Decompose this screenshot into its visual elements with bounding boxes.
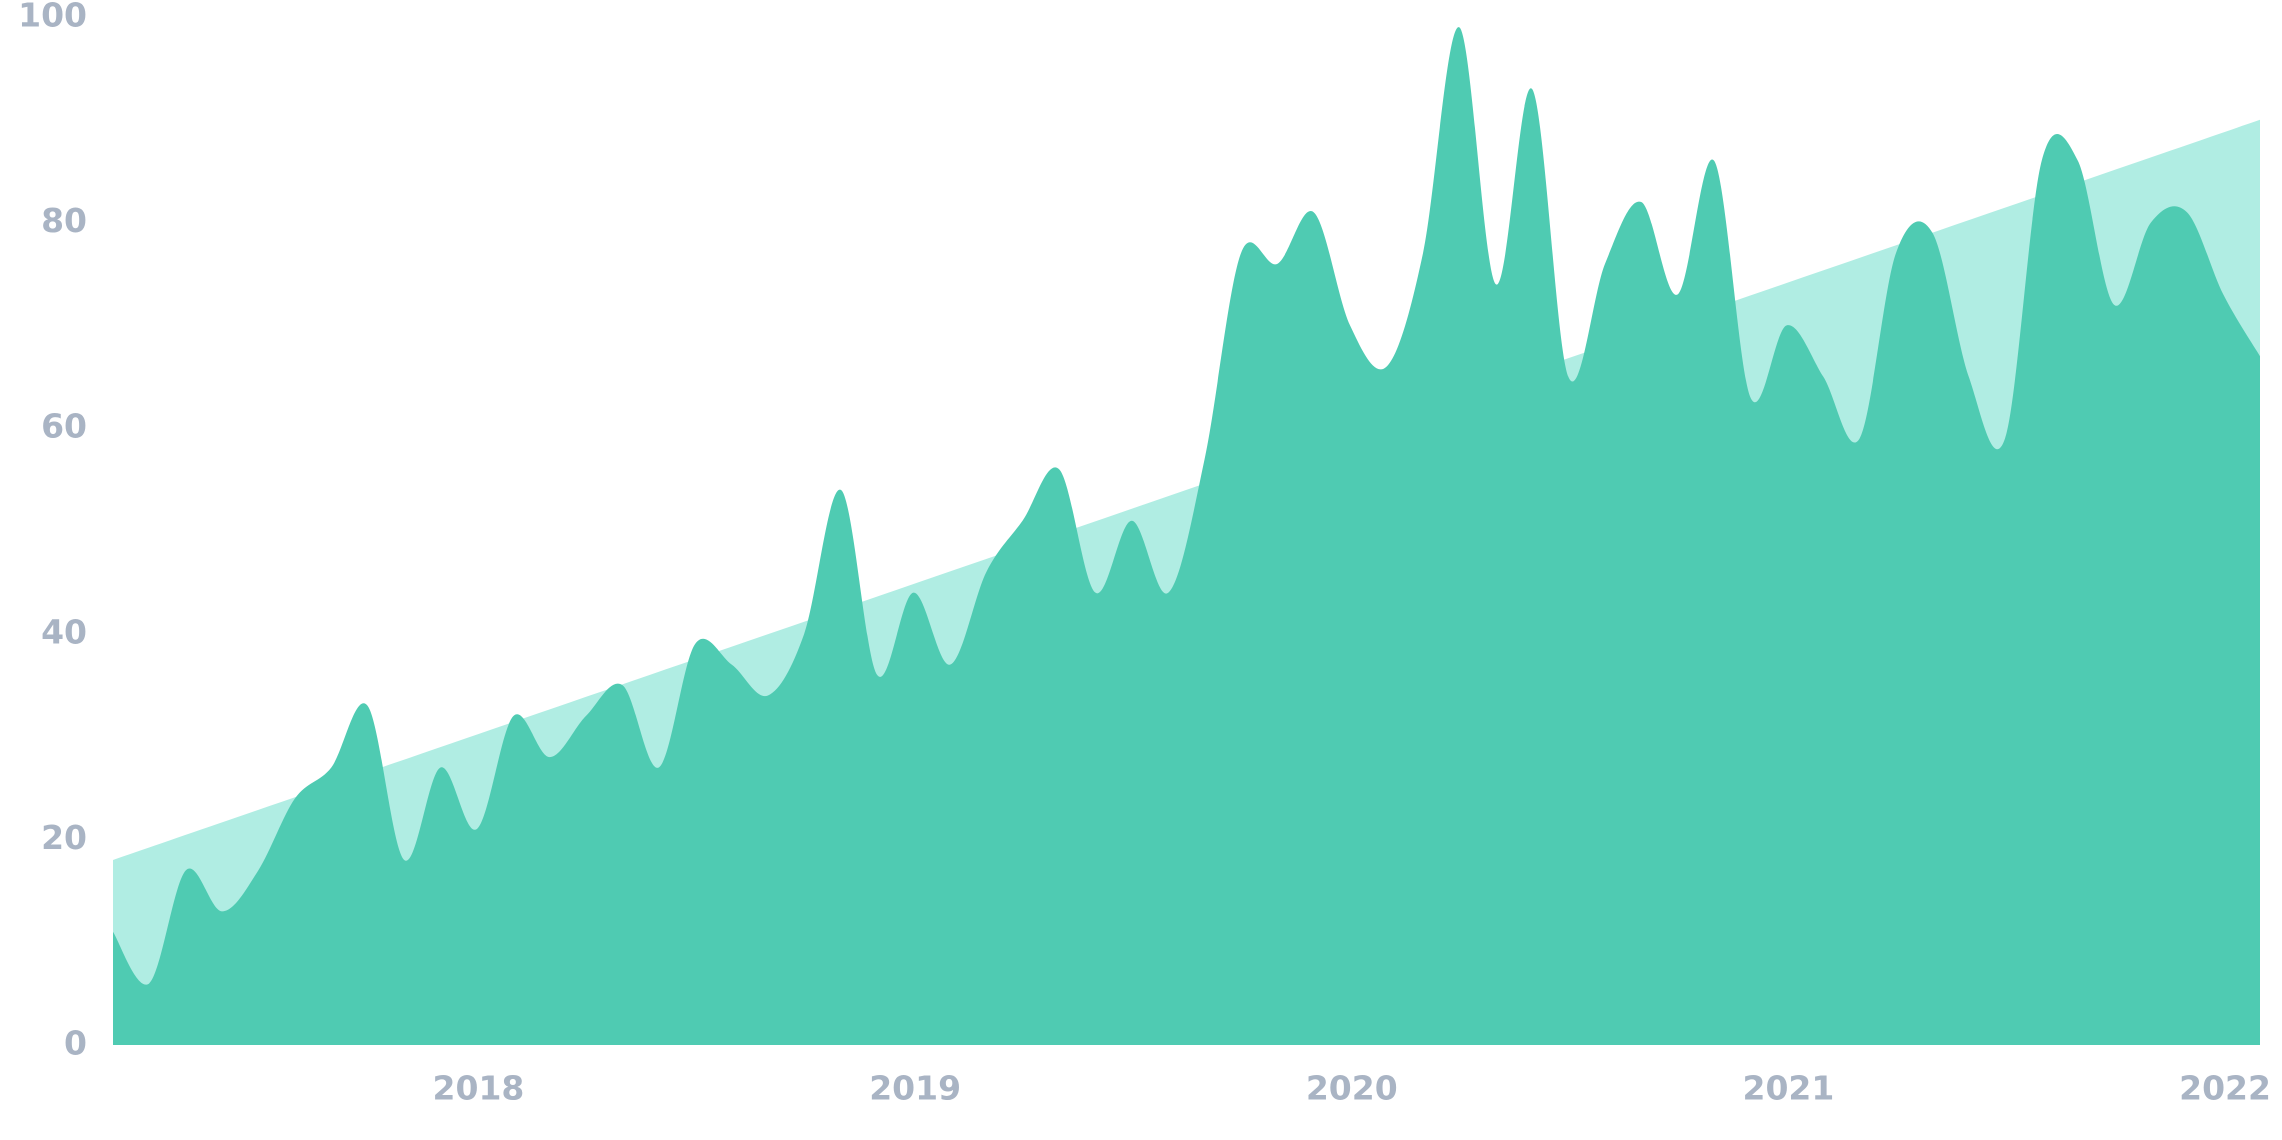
y-tick-label: 60 [41, 407, 87, 446]
x-tick-label: 2021 [1742, 1069, 1834, 1108]
x-tick-label: 2020 [1306, 1069, 1398, 1108]
y-tick-label: 100 [18, 0, 87, 35]
y-tick-label: 20 [41, 818, 87, 857]
x-tick-label: 2022 [2179, 1069, 2271, 1108]
y-tick-label: 80 [41, 201, 87, 240]
x-tick-label: 2018 [433, 1069, 525, 1108]
x-tick-label: 2019 [869, 1069, 961, 1108]
area [113, 27, 2260, 1046]
y-tick-label: 40 [41, 612, 87, 651]
y-tick-label: 0 [64, 1024, 87, 1063]
